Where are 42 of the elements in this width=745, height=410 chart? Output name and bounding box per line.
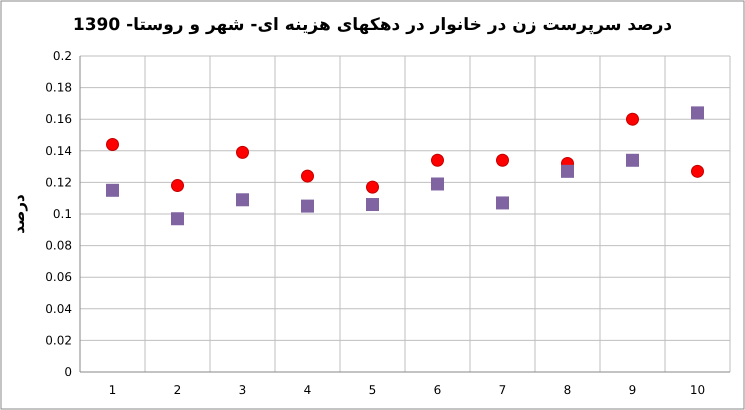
point <box>496 196 509 210</box>
y-tick-label: 0 <box>64 365 72 379</box>
point <box>106 184 119 197</box>
y-tick-label: 0.18 <box>45 80 72 95</box>
point <box>236 146 249 159</box>
y-tick-label: 0.16 <box>45 112 72 126</box>
y-tick-label: 0.2 <box>52 49 72 63</box>
x-tick-label: 8 <box>564 383 572 397</box>
y-tick-label: 0.12 <box>45 175 72 190</box>
y-tick-label: 0.02 <box>45 333 72 348</box>
y-tick-label: 0.1 <box>52 207 72 221</box>
y-axis-title: درصد <box>10 194 28 234</box>
point <box>366 198 379 212</box>
point <box>561 164 574 178</box>
x-tick-label: 1 <box>108 383 116 397</box>
x-tick-label: 6 <box>434 383 442 397</box>
x-tick-label: 5 <box>368 383 376 397</box>
point <box>301 200 314 213</box>
point <box>366 180 379 194</box>
x-tick-label: 9 <box>628 383 636 397</box>
point <box>106 138 119 151</box>
point <box>431 154 444 167</box>
point <box>496 154 509 167</box>
y-tick-label: 0.08 <box>45 238 72 253</box>
y-tick-label: 0.04 <box>45 302 72 316</box>
point <box>691 164 704 178</box>
point <box>171 179 184 192</box>
x-tick-label: 10 <box>690 383 706 397</box>
point <box>626 154 639 167</box>
point <box>431 177 444 190</box>
chart-title: درصد سرپرست زن در خانوار در دهکهای هزینه ای- شهر و روستا- 1390 <box>72 15 672 35</box>
x-tick-label: 4 <box>304 383 312 397</box>
x-tick-label: 3 <box>238 383 246 397</box>
point <box>301 170 314 183</box>
point <box>626 112 639 126</box>
x-tick-label: 7 <box>498 383 506 397</box>
point <box>171 212 184 226</box>
point <box>236 193 249 206</box>
y-tick-label: 0.06 <box>45 270 72 284</box>
x-tick-label: 2 <box>174 383 182 397</box>
y-tick-label: 0.14 <box>45 144 72 158</box>
point <box>691 106 704 120</box>
